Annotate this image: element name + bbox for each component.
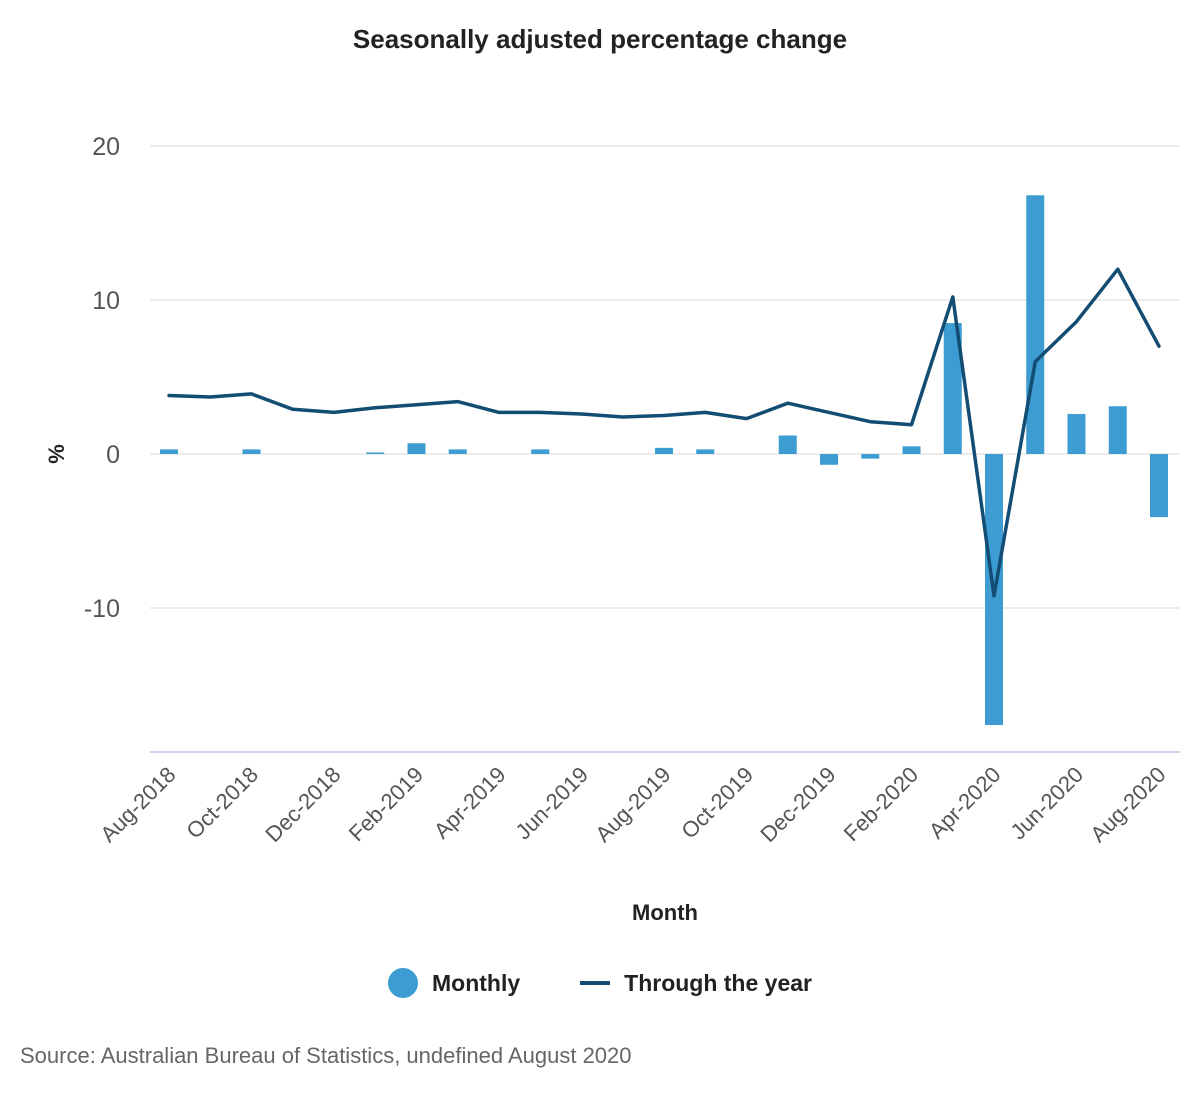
x-tick-label: Aug-2019: [590, 762, 675, 847]
chart-title: Seasonally adjusted percentage change: [352, 24, 848, 54]
x-tick-label: Jun-2019: [510, 762, 593, 845]
bar-Jan-2019: [366, 452, 385, 454]
bar-Sep-2019: [696, 449, 715, 454]
x-tick-label: Dec-2019: [755, 762, 840, 847]
gridlines: [150, 145, 1180, 609]
monthly-bars: [160, 195, 1168, 726]
x-tick-label: Oct-2018: [181, 762, 263, 844]
bar-Oct-2018: [242, 449, 261, 454]
bar-Mar-2020: [943, 323, 962, 454]
x-axis-title: Month: [632, 900, 698, 925]
bar-Jan-2020: [861, 454, 880, 459]
source-note: Source: Australian Bureau of Statistics,…: [20, 1043, 632, 1068]
x-tick-label: Dec-2018: [260, 762, 345, 847]
legend-monthly-dot-icon: [387, 968, 418, 998]
bar-Jul-2020: [1108, 406, 1127, 454]
bar-Nov-2019: [778, 435, 797, 454]
x-tick-label: Aug-2020: [1085, 762, 1170, 847]
through-the-year-line: [167, 267, 1161, 598]
x-tick-label: Aug-2018: [95, 762, 180, 847]
y-axis-title: %: [44, 444, 69, 464]
bar-Mar-2019: [448, 449, 467, 454]
bar-Aug-2020: [1150, 454, 1168, 518]
bar-Aug-2018: [160, 449, 178, 454]
legend-line-icon: [580, 981, 611, 985]
legend-item-monthly[interactable]: Monthly: [387, 968, 521, 998]
y-axis-ticks: 20 10 0 -10: [84, 133, 120, 623]
legend-item-through-the-year[interactable]: Through the year: [580, 968, 812, 998]
x-tick-label: Jun-2020: [1005, 762, 1088, 845]
x-tick-label: Oct-2019: [676, 762, 758, 844]
y-tick-label: 10: [92, 287, 120, 315]
x-tick-label: Feb-2020: [839, 762, 923, 846]
bar-Feb-2020: [902, 446, 921, 454]
x-tick-label: Apr-2019: [429, 762, 511, 844]
bar-Aug-2019: [655, 447, 673, 454]
legend-through-the-year-label: Through the year: [624, 969, 812, 996]
bar-Dec-2019: [820, 454, 838, 465]
x-tick-label: Apr-2020: [924, 762, 1006, 844]
x-tick-label: Feb-2019: [344, 762, 428, 846]
bar-May-2020: [1026, 195, 1045, 454]
through-the-year-series-line: [167, 267, 1161, 598]
legend: Monthly Through the year: [0, 968, 1200, 998]
legend-monthly-label: Monthly: [431, 969, 521, 996]
y-tick-label: -10: [84, 595, 120, 623]
y-tick-label: 0: [106, 441, 120, 469]
bar-Feb-2019: [407, 443, 426, 454]
y-tick-label: 20: [92, 133, 120, 161]
bar-May-2019: [531, 449, 550, 454]
bar-Jun-2020: [1067, 413, 1086, 454]
